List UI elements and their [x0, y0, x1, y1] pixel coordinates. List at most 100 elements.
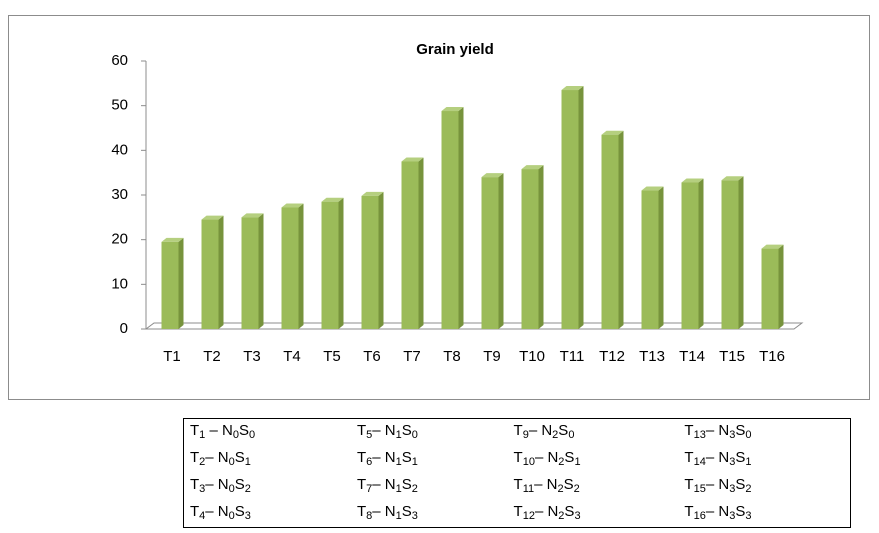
cell-text: T [356, 448, 367, 466]
bar-side [218, 215, 224, 329]
subscript: 2 [199, 455, 206, 468]
cell-text: T [684, 421, 694, 439]
cell-text: S [735, 421, 746, 439]
cell-text: – N [205, 502, 229, 520]
bar-top [281, 203, 304, 208]
subscript: 2 [558, 455, 565, 468]
y-tick-label: 50 [111, 97, 128, 114]
subscript: 3 [729, 455, 736, 468]
bar-top [761, 244, 784, 249]
bar-side [338, 197, 344, 329]
cell-text: – N [205, 421, 233, 439]
subscript: 6 [366, 455, 373, 468]
bar-side [258, 213, 264, 329]
subscript: 3 [745, 509, 752, 522]
subscript: 1 [395, 455, 402, 468]
bar [161, 241, 179, 329]
cell-text: – N [705, 475, 730, 493]
cell-text: – N [372, 421, 396, 439]
cell-text: T [356, 475, 367, 493]
legend-cell: T3– N0S2 [184, 473, 351, 500]
bar-side [738, 176, 744, 329]
subscript: 0 [228, 455, 235, 468]
subscript: 2 [745, 482, 752, 495]
y-tick-label: 20 [111, 231, 128, 248]
x-tick-label: T13 [639, 348, 665, 365]
subscript: 2 [558, 509, 565, 522]
cell-text: S [564, 448, 575, 466]
subscript: 2 [557, 482, 564, 495]
cell-text: T [684, 448, 694, 466]
cell-text: T [513, 502, 523, 520]
chart: Grain yield 0 10 20 30 40 50 60 T1 T2 T3 T4 T5 T6 T7 T… [111, 41, 804, 365]
cell-text: – N [705, 448, 730, 466]
subscript: 2 [411, 482, 418, 495]
cell-text: T [190, 475, 200, 493]
subscript: 15 [693, 482, 706, 495]
cell-text: S [558, 421, 569, 439]
cell-text: – N [205, 475, 229, 493]
bar-top [681, 178, 704, 183]
bar [641, 190, 659, 329]
legend-cell: T11– N2S2 [508, 473, 679, 500]
bar [401, 161, 419, 329]
cell-text: T [190, 502, 200, 520]
bar-top [721, 176, 744, 181]
cell-text: – N [534, 502, 559, 520]
legend-cell: T9– N2S0 [508, 419, 679, 447]
subscript: 2 [573, 482, 580, 495]
subscript: 8 [366, 509, 373, 522]
cell-text: S [735, 502, 746, 520]
legend-cell: T10– N2S1 [508, 446, 679, 473]
bar [721, 180, 739, 329]
bar-top [441, 107, 464, 112]
legend-row: T1 – N0S0 T5– N1S0 T9– N2S0 T13– N3S0 [184, 419, 851, 447]
legend-cell: T15– N3S2 [678, 473, 850, 500]
x-tick-label: T2 [203, 348, 221, 365]
cell-text: S [401, 502, 412, 520]
bar-side [458, 107, 464, 329]
subscript: 0 [228, 509, 235, 522]
x-tick-label: T15 [719, 348, 745, 365]
cell-text: T [513, 448, 523, 466]
legend-table: T1 – N0S0 T5– N1S0 T9– N2S0 T13– N3S0 T2– N0… [183, 418, 851, 528]
bar-top [321, 197, 344, 202]
x-tick-label: T11 [560, 348, 585, 365]
bar-top [601, 130, 624, 135]
bar-top [161, 237, 184, 242]
x-tick-label: T16 [759, 348, 785, 365]
bar [681, 182, 699, 329]
subscript: 2 [552, 428, 559, 441]
legend-cell: T8– N1S3 [351, 500, 508, 528]
x-tick-label: T12 [599, 348, 625, 365]
cell-text: T [684, 475, 694, 493]
cell-text: T [684, 502, 694, 520]
cell-text: – N [534, 475, 558, 493]
subscript: 3 [574, 509, 581, 522]
x-tick-label: T7 [403, 348, 421, 365]
bar [441, 111, 459, 329]
bar-top [201, 215, 224, 220]
subscript: 1 [395, 428, 402, 441]
legend-cell: T5– N1S0 [351, 419, 508, 447]
subscript: 1 [745, 455, 752, 468]
cell-text: S [563, 475, 574, 493]
legend-cell: T7– N1S2 [351, 473, 508, 500]
bar [201, 219, 219, 329]
bar-side [658, 186, 664, 329]
bar-side [178, 237, 184, 329]
bar-top [481, 173, 504, 178]
legend-cell: T4– N0S3 [184, 500, 351, 528]
bar [761, 248, 779, 329]
cell-text: – N [705, 421, 730, 439]
bar-side [778, 244, 784, 329]
bar [481, 177, 499, 329]
cell-text: – N [372, 475, 396, 493]
x-tick-label: T4 [283, 348, 301, 365]
legend-cell: T16– N3S3 [678, 500, 850, 528]
subscript: 9 [522, 428, 529, 441]
bar-side [498, 173, 504, 329]
bar [321, 201, 339, 329]
legend-row: T2– N0S1 T6– N1S1 T10– N2S1 T14– N3S1 [184, 446, 851, 473]
